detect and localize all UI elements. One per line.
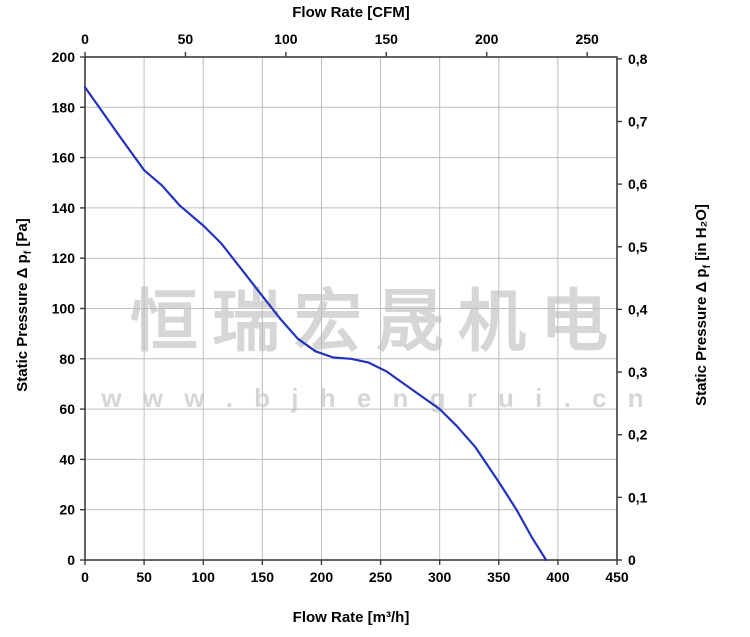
left-axis-tick-label: 100: [52, 301, 76, 317]
left-axis-tick-label: 60: [59, 401, 75, 417]
left-axis-tick-label: 40: [59, 451, 75, 467]
left-axis-tick-label: 0: [67, 552, 75, 568]
bottom-axis-tick-label: 300: [428, 569, 452, 585]
right-axis-title-unit: [in H₂O]: [693, 204, 710, 265]
right-axis-title-sub: f: [701, 264, 713, 269]
bottom-axis-tick-label: 400: [546, 569, 570, 585]
bottom-axis-tick-label: 200: [310, 569, 334, 585]
right-axis-tick-label: 0,8: [628, 51, 648, 67]
right-axis-tick-label: 0,4: [628, 301, 648, 317]
bottom-axis-tick-label: 50: [136, 569, 152, 585]
right-axis-tick-label: 0,6: [628, 176, 648, 192]
left-axis-title: Static Pressure Δ pf [Pa]: [14, 218, 34, 392]
bottom-axis-tick-label: 350: [487, 569, 511, 585]
left-axis-tick-label: 120: [52, 250, 76, 266]
left-axis-tick-label: 180: [52, 99, 76, 115]
right-axis-tick-label: 0,5: [628, 239, 648, 255]
top-axis-tick-label: 150: [375, 31, 399, 47]
right-axis-title: Static Pressure Δ pf [in H₂O]: [693, 204, 713, 406]
right-axis-tick-label: 0: [628, 552, 636, 568]
right-axis-tick-label: 0,7: [628, 113, 648, 129]
left-axis-tick-label: 80: [59, 351, 75, 367]
right-axis-tick-label: 0,3: [628, 364, 648, 380]
top-axis-tick-label: 0: [81, 31, 89, 47]
bottom-axis-tick-label: 450: [605, 569, 629, 585]
left-axis-title-text: Static Pressure Δ p: [14, 254, 31, 392]
right-axis-tick-label: 0,2: [628, 427, 648, 443]
top-axis-tick-label: 50: [178, 31, 194, 47]
left-axis-title-unit: [Pa]: [14, 218, 31, 251]
left-axis-tick-label: 140: [52, 200, 76, 216]
right-axis-title-text: Static Pressure Δ p: [693, 268, 710, 406]
top-axis-tick-label: 250: [575, 31, 599, 47]
top-axis-tick-label: 200: [475, 31, 499, 47]
right-axis-tick-label: 0,1: [628, 489, 648, 505]
top-axis-tick-label: 100: [274, 31, 298, 47]
left-axis-tick-label: 200: [52, 49, 76, 65]
static-pressure-curve: [83, 86, 548, 562]
left-axis-tick-label: 20: [59, 502, 75, 518]
left-axis-title-sub: f: [22, 250, 34, 255]
bottom-axis-tick-label: 0: [81, 569, 89, 585]
bottom-axis-tick-label: 100: [192, 569, 216, 585]
bottom-axis-title: Flow Rate [m³/h]: [292, 609, 410, 626]
bottom-axis-tick-label: 150: [251, 569, 275, 585]
top-axis-title: Flow Rate [CFM]: [292, 4, 410, 21]
left-axis-tick-label: 160: [52, 150, 76, 166]
bottom-axis-tick-label: 250: [369, 569, 393, 585]
